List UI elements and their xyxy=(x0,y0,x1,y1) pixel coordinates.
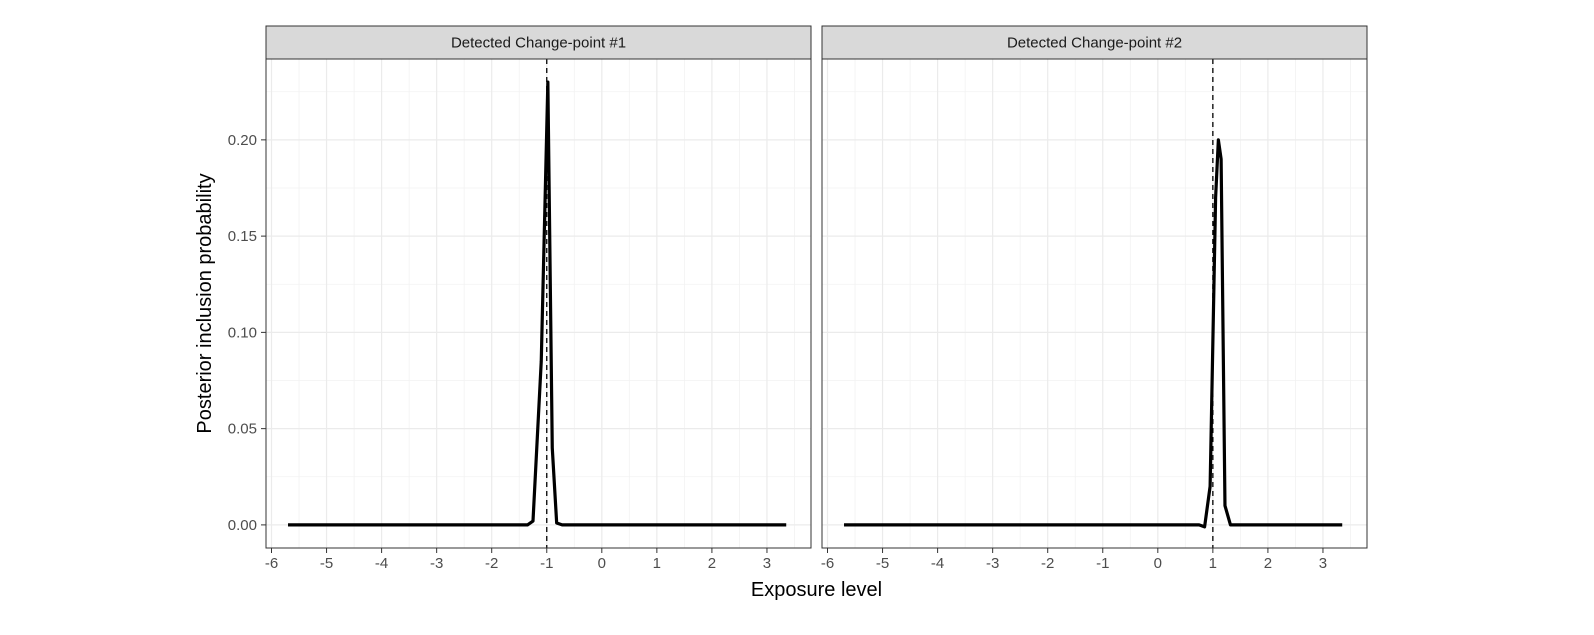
x-tick-label: -1 xyxy=(1096,555,1109,572)
x-tick-label: 3 xyxy=(763,555,771,572)
y-tick-label: 0.10 xyxy=(228,324,257,341)
series-line xyxy=(288,80,787,527)
x-tick-label: -3 xyxy=(430,555,443,572)
x-tick-label: 0 xyxy=(1154,555,1162,572)
y-tick-label: 0.15 xyxy=(228,228,257,245)
panel-title: Detected Change-point #2 xyxy=(1007,35,1182,52)
x-tick-label: -1 xyxy=(540,555,553,572)
x-tick-label: 1 xyxy=(653,555,661,572)
x-tick-label: -5 xyxy=(876,555,889,572)
y-tick-label: 0.20 xyxy=(228,132,257,149)
panel-border xyxy=(265,58,812,549)
y-tick-label: 0.00 xyxy=(228,517,257,534)
panel-background xyxy=(822,59,1367,548)
x-tick-label: -6 xyxy=(821,555,834,572)
series-line xyxy=(844,138,1343,529)
y-tick-label: 0.05 xyxy=(228,421,257,438)
x-tick-label: -4 xyxy=(375,555,388,572)
panel-2: Detected Change-point #2 -6 -5 -4 -3 -2 -1 0 1 2 3 xyxy=(821,25,1368,572)
panel-border xyxy=(821,58,1368,549)
x-tick-label: 0 xyxy=(598,555,606,572)
panel-strip xyxy=(265,25,812,60)
x-tick-label: -2 xyxy=(1041,555,1054,572)
x-tick-label: 2 xyxy=(1264,555,1272,572)
x-tick-label: -3 xyxy=(986,555,999,572)
panel-strip xyxy=(821,25,1368,60)
panels: Detected Change-point #1 -6 -5 -4 -3 -2 -1 0 1 2 3… xyxy=(265,25,1368,572)
y-axis-title: Posterior inclusion probability xyxy=(194,173,216,433)
x-tick-label: -2 xyxy=(485,555,498,572)
x-tick-label: 1 xyxy=(1209,555,1217,572)
x-tick-label: -4 xyxy=(931,555,944,572)
x-tick-label: 3 xyxy=(1319,555,1327,572)
panel-background xyxy=(266,59,811,548)
x-axis-title: Exposure level xyxy=(751,579,882,601)
x-tick-label: -5 xyxy=(320,555,333,572)
x-tick-label: -6 xyxy=(265,555,278,572)
panel-title: Detected Change-point #1 xyxy=(451,35,626,52)
y-axis: 0.00 0.05 0.10 0.15 0.20 xyxy=(228,132,266,534)
panel-1: Detected Change-point #1 -6 -5 -4 -3 -2 -1 0 1 2 3 xyxy=(265,25,812,572)
x-tick-label: 2 xyxy=(708,555,716,572)
